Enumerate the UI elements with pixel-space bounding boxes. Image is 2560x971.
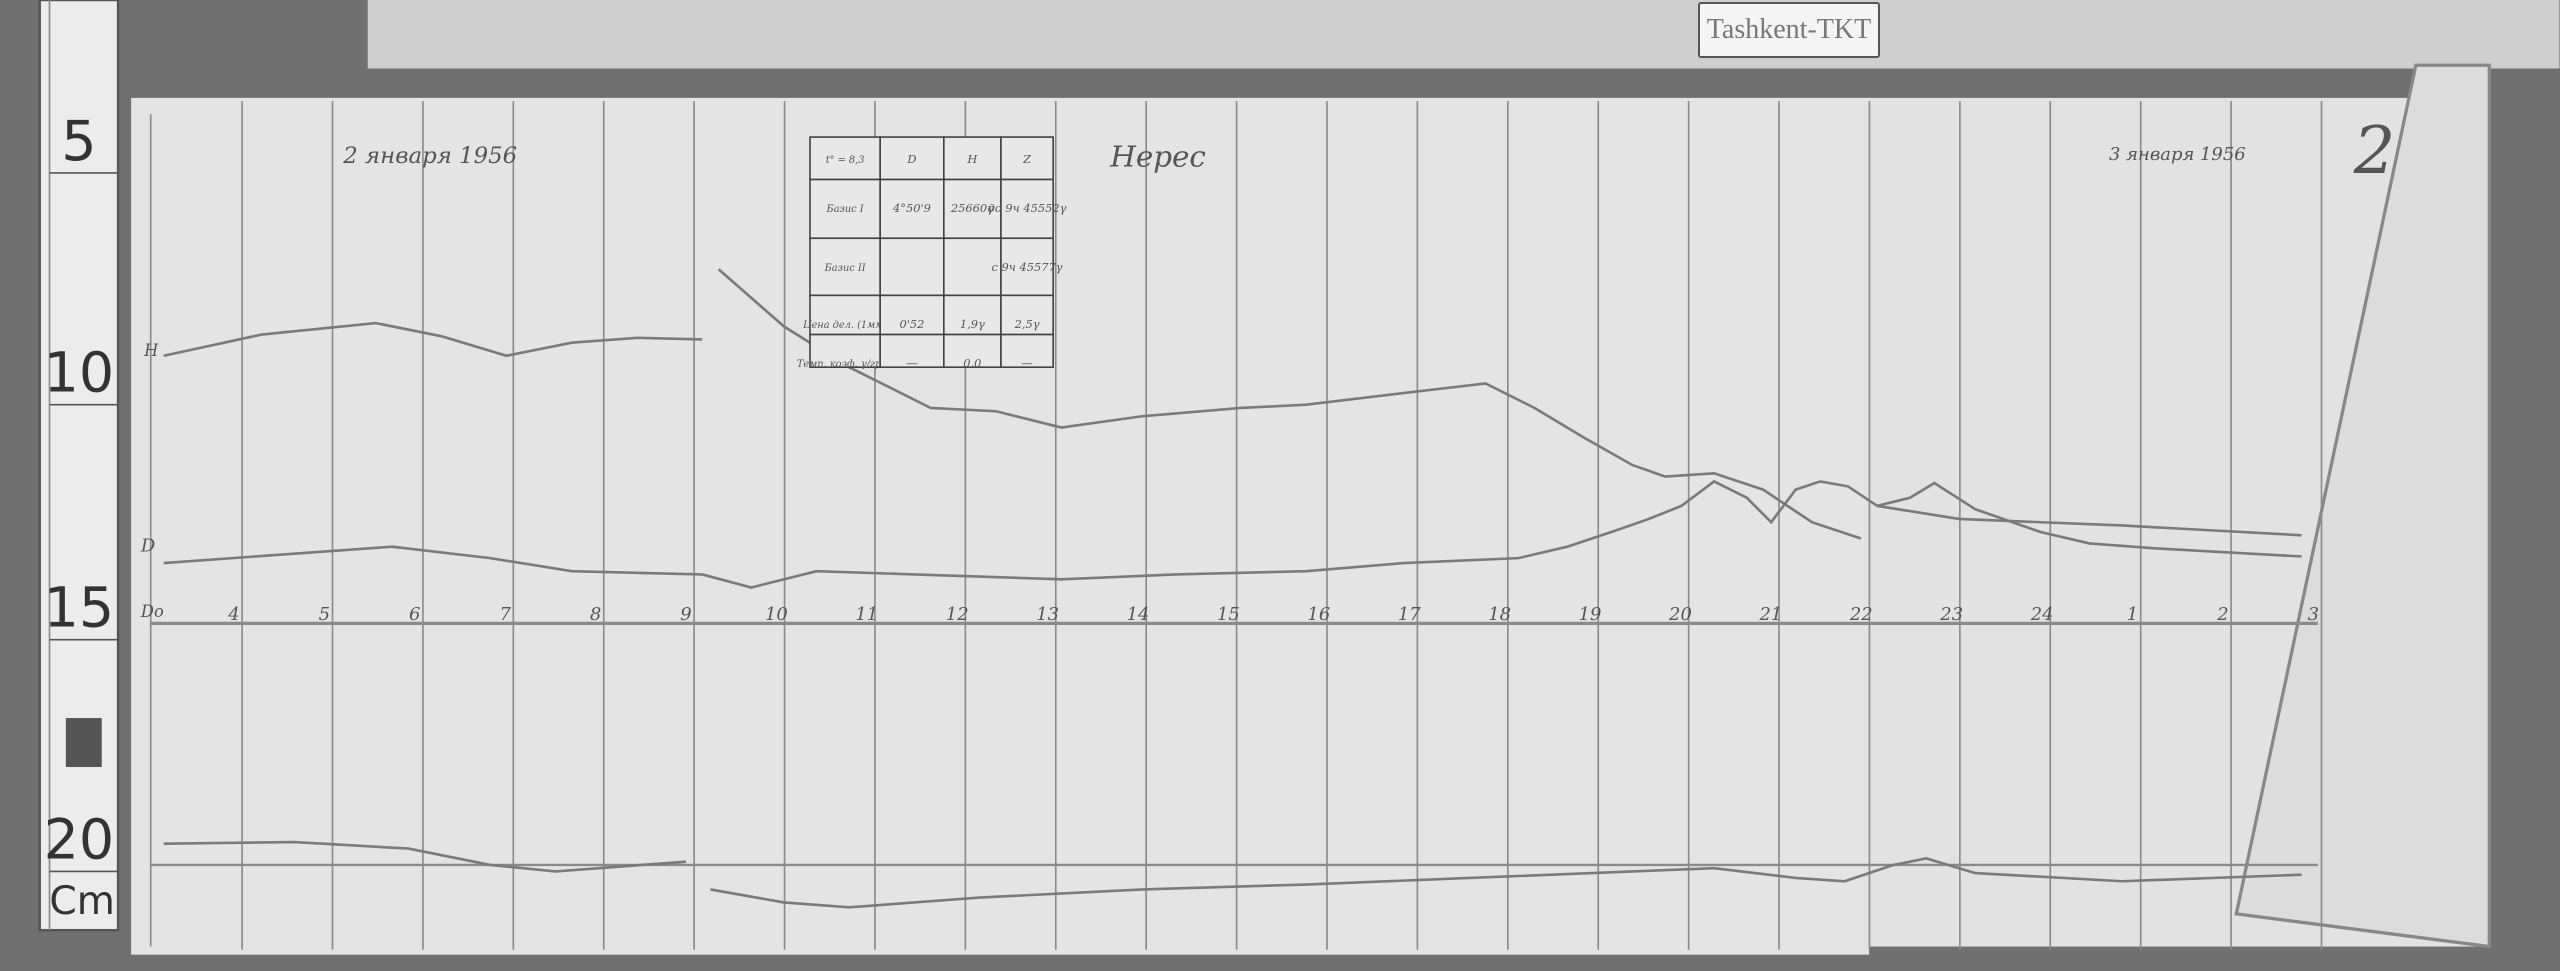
table-header: Z bbox=[1022, 152, 1032, 166]
table-header: H bbox=[966, 152, 978, 166]
trace-z-left bbox=[163, 840, 687, 873]
table-value: 0,0 bbox=[963, 356, 981, 370]
glass-edge bbox=[2234, 63, 2491, 949]
ruler-mark: 15 bbox=[44, 577, 115, 641]
ruler-labels: 5 10 15 20 Cm bbox=[44, 110, 119, 924]
grid: 4 5 6 7 8 9 10 11 12 13 14 15 16 17 18 19 20 21 22 23 24 1 2 3 bbox=[149, 101, 2323, 950]
hour-label: 11 bbox=[855, 604, 878, 625]
trace-h-sheet2 bbox=[1877, 504, 2302, 537]
hour-label: 14 bbox=[1127, 604, 1150, 625]
table-value: Базис I bbox=[826, 204, 865, 215]
table-value: 1,9γ bbox=[960, 317, 985, 331]
hour-label: 15 bbox=[1217, 604, 1240, 625]
trace-h-left bbox=[163, 321, 703, 358]
hour-label: 4 bbox=[227, 604, 239, 625]
trace-label-d: D bbox=[140, 536, 155, 557]
date-right: 3 января 1956 bbox=[2109, 144, 2246, 165]
hour-label: 10 bbox=[765, 604, 788, 625]
trace-d bbox=[163, 479, 2302, 589]
trace-h-right bbox=[717, 268, 1862, 540]
hour-label: 20 bbox=[1668, 604, 1692, 625]
table-value: до 9ч 45552γ bbox=[988, 201, 1067, 215]
table-cell bbox=[943, 294, 1002, 336]
table-cell bbox=[1000, 178, 1054, 240]
table-cell bbox=[879, 294, 945, 336]
ruler-marker-icon bbox=[65, 718, 102, 768]
ruler-mark: 20 bbox=[44, 808, 115, 872]
table-cell bbox=[809, 333, 881, 369]
hour-label: 22 bbox=[1849, 604, 1873, 625]
table-cell bbox=[809, 294, 881, 336]
station-label: Tashkent-TKT bbox=[1698, 2, 1880, 58]
hour-label: 2 bbox=[2216, 604, 2228, 625]
table-value: 25660γ bbox=[950, 201, 994, 215]
table-cell bbox=[879, 333, 945, 369]
hour-label: 3 bbox=[2308, 604, 2319, 625]
table-value: — bbox=[1021, 356, 1032, 370]
hour-label: 9 bbox=[680, 604, 691, 625]
hour-label: 5 bbox=[319, 604, 330, 625]
hour-label: 16 bbox=[1307, 604, 1330, 625]
table-header: t° = 8,3 bbox=[826, 155, 865, 166]
traces bbox=[163, 268, 2302, 909]
ruler-mark: 10 bbox=[44, 342, 115, 406]
hour-label: 23 bbox=[1939, 604, 1963, 625]
hour-label: 1 bbox=[2127, 604, 2138, 625]
table-cell bbox=[879, 178, 945, 240]
table-header: D bbox=[906, 152, 916, 166]
table-cell bbox=[943, 136, 1002, 181]
table-value: Цена дел. (1мм) bbox=[803, 320, 887, 331]
table-cell bbox=[1000, 136, 1054, 181]
table-value: с 9ч 45577γ bbox=[991, 260, 1062, 274]
ruler-mark: 5 bbox=[61, 110, 96, 174]
hour-label: 13 bbox=[1036, 604, 1059, 625]
baseline-label: Do bbox=[140, 602, 164, 621]
hour-label: 24 bbox=[2030, 604, 2054, 625]
table-value: 4°50'9 bbox=[892, 201, 931, 215]
hour-label: 18 bbox=[1488, 604, 1511, 625]
hour-label: 17 bbox=[1398, 604, 1421, 625]
table-cell bbox=[943, 333, 1002, 369]
ruler-unit: Cm bbox=[49, 879, 114, 924]
hour-label: 21 bbox=[1758, 604, 1782, 625]
hour-label: 8 bbox=[590, 604, 601, 625]
top-glass bbox=[367, 0, 2560, 69]
trace-z-right bbox=[710, 857, 2302, 909]
table-cell bbox=[809, 237, 881, 297]
hour-label: 12 bbox=[946, 604, 969, 625]
table-value: 0'52 bbox=[900, 317, 925, 331]
note-handwritten: Нерес bbox=[1109, 139, 1206, 173]
sheet-number: 2 bbox=[2353, 113, 2396, 189]
table-value: 2,5γ bbox=[1014, 317, 1040, 331]
handwritten-labels: 2 января 1956 3 января 1956 Нерес 2 H D Do bbox=[140, 113, 2395, 621]
ruler bbox=[38, 0, 120, 932]
hour-label: 7 bbox=[499, 604, 511, 625]
date-left: 2 января 1956 bbox=[342, 143, 517, 169]
table-value: Базис II bbox=[824, 263, 867, 274]
table-cell bbox=[879, 237, 945, 297]
hour-label: 19 bbox=[1579, 604, 1602, 625]
table-value: Темп. коэф. γ/град bbox=[797, 359, 893, 370]
table-cell bbox=[1000, 333, 1054, 369]
hour-label: 6 bbox=[409, 604, 420, 625]
trace-label-h: H bbox=[143, 341, 159, 360]
table-value: — bbox=[906, 356, 917, 370]
